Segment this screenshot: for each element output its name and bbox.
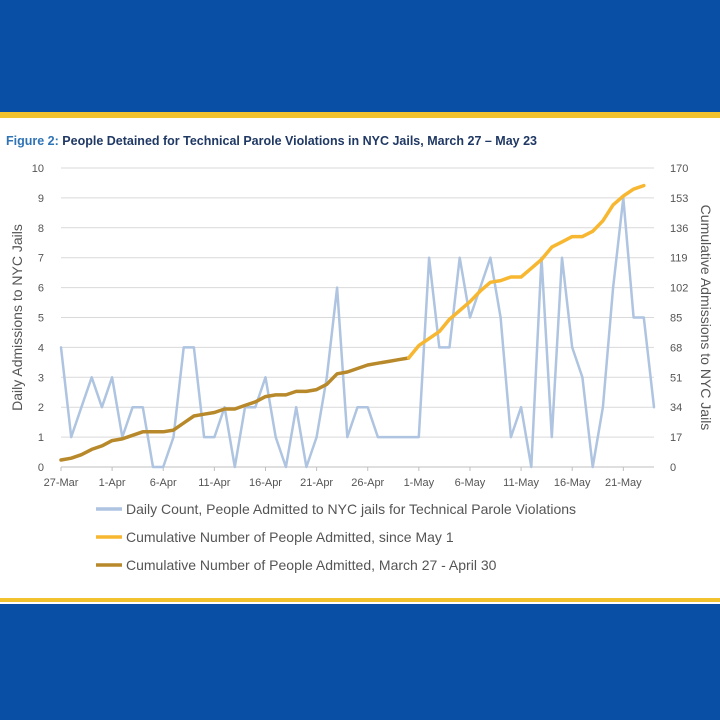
y-tick-label: 6 bbox=[38, 283, 44, 295]
x-tick-label: 21-May bbox=[605, 477, 642, 489]
y2-tick-label: 0 bbox=[670, 462, 676, 474]
x-tick-label: 6-Apr bbox=[150, 477, 177, 489]
figure-title-text: People Detained for Technical Parole Vio… bbox=[62, 134, 537, 148]
series-cumulative-march-april-line bbox=[59, 356, 411, 462]
y-tick-label: 2 bbox=[38, 402, 44, 414]
x-tick-label: 6-May bbox=[455, 477, 486, 489]
y-tick-label: 5 bbox=[38, 313, 44, 325]
y2-tick-label: 136 bbox=[670, 223, 688, 235]
series-cumulative-may-line bbox=[406, 183, 646, 360]
y2-tick-label: 85 bbox=[670, 313, 682, 325]
x-tick-label: 1-May bbox=[404, 477, 435, 489]
y-tick-label: 8 bbox=[38, 223, 44, 235]
legend-label: Daily Count, People Admitted to NYC jail… bbox=[126, 501, 576, 517]
figure-label: Figure 2: bbox=[6, 134, 59, 148]
x-tick-label: 16-May bbox=[554, 477, 591, 489]
top-banner bbox=[0, 0, 720, 112]
y2-tick-label: 102 bbox=[670, 283, 688, 295]
y-tick-label: 7 bbox=[38, 253, 44, 265]
y-tick-label: 3 bbox=[38, 372, 44, 384]
legend-label: Cumulative Number of People Admitted, Ma… bbox=[126, 557, 497, 573]
x-tick-label: 21-Apr bbox=[300, 477, 333, 489]
y2-tick-label: 170 bbox=[670, 163, 688, 175]
left-axis-title: Daily Admissions to NYC Jails bbox=[9, 224, 25, 411]
bottom-banner bbox=[0, 604, 720, 720]
y-tick-label: 10 bbox=[32, 163, 44, 175]
x-tick-label: 26-Apr bbox=[351, 477, 384, 489]
y2-tick-label: 34 bbox=[670, 402, 682, 414]
x-tick-label: 11-Apr bbox=[198, 477, 231, 489]
bottom-accent-stripe bbox=[0, 598, 720, 602]
y2-tick-label: 17 bbox=[670, 432, 682, 444]
top-accent-stripe bbox=[0, 112, 720, 118]
grid-lines bbox=[61, 167, 654, 438]
series-daily-count-line bbox=[59, 196, 656, 469]
right-axis-ticks: 0 17 34 51 68 85 102 119 136 153 170 bbox=[670, 163, 688, 474]
y2-tick-label: 51 bbox=[670, 372, 682, 384]
y2-tick-label: 68 bbox=[670, 342, 682, 354]
x-tick-label: 11-May bbox=[503, 477, 539, 489]
x-axis-ticks: 27-Mar 1-Apr 6-Apr 11-Apr 16-Apr 21-Apr 26-Apr… bbox=[44, 467, 642, 489]
y-tick-label: 1 bbox=[38, 432, 44, 444]
left-axis-ticks: 0 1 2 3 4 5 6 7 8 9 10 bbox=[32, 163, 44, 474]
y-tick-label: 4 bbox=[38, 342, 44, 354]
right-axis-title: Cumulative Admissions to NYC Jails bbox=[698, 205, 714, 431]
x-tick-label: 16-Apr bbox=[249, 477, 282, 489]
figure-title: Figure 2: People Detained for Technical … bbox=[6, 134, 716, 148]
x-tick-label: 27-Mar bbox=[44, 477, 79, 489]
y-tick-label: 9 bbox=[38, 193, 44, 205]
y2-tick-label: 153 bbox=[670, 193, 688, 205]
x-tick-label: 1-Apr bbox=[99, 477, 126, 489]
y2-tick-label: 119 bbox=[670, 253, 688, 265]
legend: Daily Count, People Admitted to NYC jail… bbox=[96, 501, 576, 573]
series-lines bbox=[59, 183, 656, 469]
y-tick-label: 0 bbox=[38, 462, 44, 474]
legend-label: Cumulative Number of People Admitted, si… bbox=[126, 529, 454, 545]
